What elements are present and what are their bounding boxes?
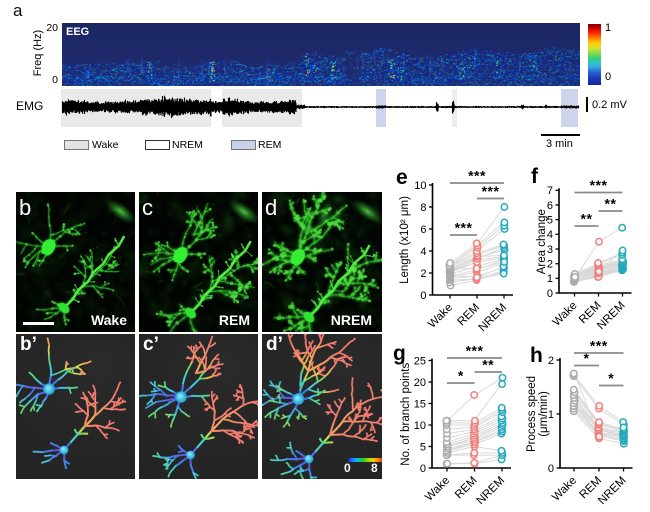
svg-text:0: 0 xyxy=(420,290,426,302)
svg-text:5: 5 xyxy=(420,441,426,453)
svg-text:***: *** xyxy=(482,183,500,199)
svg-text:NREM: NREM xyxy=(595,300,627,332)
svg-text:Wake: Wake xyxy=(423,475,452,504)
svg-text:f: f xyxy=(531,165,539,188)
svg-text:5: 5 xyxy=(547,214,553,226)
svg-text:2: 2 xyxy=(548,355,554,367)
svg-text:(μm/min): (μm/min) xyxy=(538,391,550,437)
svg-text:***: *** xyxy=(590,338,608,354)
svg-text:6: 6 xyxy=(420,224,426,236)
svg-text:10: 10 xyxy=(414,420,426,432)
svg-text:Wake: Wake xyxy=(551,300,580,329)
svg-text:0: 0 xyxy=(547,288,553,300)
svg-text:4: 4 xyxy=(547,229,553,241)
svg-text:20: 20 xyxy=(414,377,426,389)
svg-text:***: *** xyxy=(455,220,473,236)
svg-text:8: 8 xyxy=(420,202,426,214)
svg-text:0: 0 xyxy=(548,463,554,475)
svg-text:15: 15 xyxy=(414,398,426,410)
svg-text:NREM: NREM xyxy=(475,475,507,507)
svg-text:*: * xyxy=(458,368,464,384)
svg-text:3: 3 xyxy=(547,244,553,256)
svg-text:Area change: Area change xyxy=(536,209,548,274)
svg-text:0: 0 xyxy=(420,463,426,475)
svg-text:NREM: NREM xyxy=(477,302,509,334)
svg-text:25: 25 xyxy=(414,355,426,367)
svg-text:2: 2 xyxy=(547,259,553,271)
svg-text:Process speed: Process speed xyxy=(526,376,538,452)
svg-text:*: * xyxy=(584,350,590,366)
svg-text:*: * xyxy=(608,370,614,386)
svg-text:NREM: NREM xyxy=(596,475,628,507)
svg-text:1: 1 xyxy=(547,273,553,285)
svg-text:**: ** xyxy=(581,211,593,227)
svg-text:Wake: Wake xyxy=(426,302,455,331)
svg-text:g: g xyxy=(393,342,406,365)
svg-text:***: *** xyxy=(466,343,484,359)
svg-text:Wake: Wake xyxy=(550,475,579,504)
svg-text:2: 2 xyxy=(420,268,426,280)
svg-text:Length (x10² μm): Length (x10² μm) xyxy=(399,196,411,284)
svg-text:h: h xyxy=(530,344,543,367)
svg-text:***: *** xyxy=(468,168,486,184)
svg-text:e: e xyxy=(396,166,408,189)
svg-text:10: 10 xyxy=(414,180,426,192)
svg-text:**: ** xyxy=(605,196,617,212)
svg-text:6: 6 xyxy=(547,200,553,212)
svg-text:4: 4 xyxy=(420,246,426,258)
svg-text:7: 7 xyxy=(547,185,553,197)
svg-text:**: ** xyxy=(482,357,494,373)
svg-text:1: 1 xyxy=(548,409,554,421)
svg-text:***: *** xyxy=(590,177,608,193)
svg-text:No. of branch points: No. of branch points xyxy=(400,363,412,466)
